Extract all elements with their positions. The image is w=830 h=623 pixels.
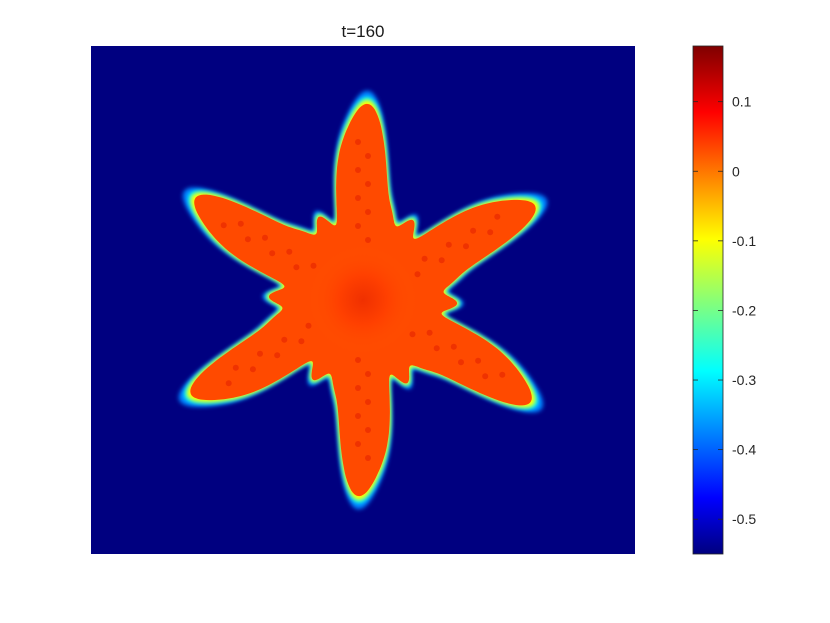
crystal-speckle bbox=[494, 213, 501, 220]
crystal-speckle bbox=[355, 441, 361, 447]
crystal-speckle bbox=[365, 181, 371, 187]
crystal-speckle bbox=[310, 262, 317, 269]
crystal-speckle bbox=[421, 255, 428, 262]
crystal-speckle bbox=[470, 227, 477, 234]
crystal-speckle bbox=[298, 338, 305, 345]
colorbar-tick-label: -0.2 bbox=[732, 302, 756, 318]
crystal-speckle bbox=[355, 385, 361, 391]
crystal-speckle bbox=[499, 371, 506, 378]
crystal-speckle bbox=[365, 427, 371, 433]
crystal-speckle bbox=[365, 209, 371, 215]
crystal-speckle bbox=[365, 237, 371, 243]
colorbar-ticks: 0.1 0 -0.1 -0.2 -0.3 -0.4 -0.5 bbox=[693, 94, 756, 527]
crystal-speckle bbox=[281, 336, 288, 343]
crystal-speckle bbox=[463, 243, 469, 250]
colorbar-tick-label: -0.5 bbox=[732, 511, 756, 527]
crystal-speckle bbox=[355, 167, 361, 173]
crystal-speckle bbox=[274, 352, 281, 359]
crystal-core bbox=[308, 245, 418, 355]
colorbar bbox=[692, 45, 724, 555]
colorbar-tick-label: 0.1 bbox=[732, 94, 752, 110]
crystal-speckle bbox=[414, 271, 421, 278]
crystal-speckle bbox=[257, 350, 263, 357]
crystal-speckle bbox=[305, 322, 312, 329]
crystal-speckle bbox=[438, 257, 445, 264]
crystal-speckle bbox=[365, 371, 371, 377]
colorbar-tick-label: -0.4 bbox=[732, 442, 756, 458]
crystal-speckle bbox=[269, 250, 276, 257]
crystal-speckle bbox=[355, 223, 361, 229]
heatmap-axes bbox=[91, 46, 635, 554]
crystal-speckle bbox=[237, 220, 244, 227]
crystal-speckle bbox=[445, 241, 452, 248]
crystal-speckle bbox=[244, 236, 251, 243]
crystal-speckle bbox=[293, 264, 300, 271]
crystal-speckle bbox=[220, 222, 227, 229]
crystal-speckle bbox=[482, 373, 489, 380]
crystal-speckle bbox=[249, 366, 256, 373]
crystal-speckle bbox=[458, 359, 464, 366]
chart-title: t=160 bbox=[341, 22, 384, 41]
crystal-speckle bbox=[450, 343, 457, 350]
crystal-speckle bbox=[355, 357, 361, 363]
crystal-speckle bbox=[409, 331, 416, 338]
crystal-speckle bbox=[286, 248, 293, 255]
colorbar-tick-label: 0 bbox=[732, 163, 740, 179]
crystal-speckle bbox=[365, 153, 371, 159]
colorbar-tick-label: -0.1 bbox=[732, 233, 756, 249]
crystal-speckle bbox=[232, 364, 239, 371]
crystal-speckle bbox=[355, 195, 361, 201]
crystal-speckle bbox=[475, 357, 482, 364]
crystal-speckle bbox=[365, 455, 371, 461]
crystal-speckle bbox=[355, 413, 361, 419]
crystal-speckle bbox=[355, 139, 361, 145]
crystal-speckle bbox=[426, 329, 433, 336]
crystal-speckle bbox=[225, 380, 232, 387]
crystal-speckle bbox=[433, 345, 440, 352]
colorbar-tick-label: -0.3 bbox=[732, 372, 756, 388]
crystal-region bbox=[178, 90, 548, 510]
crystal-speckle bbox=[365, 399, 371, 405]
crystal-speckle bbox=[262, 234, 268, 241]
crystal-speckle bbox=[487, 229, 494, 236]
